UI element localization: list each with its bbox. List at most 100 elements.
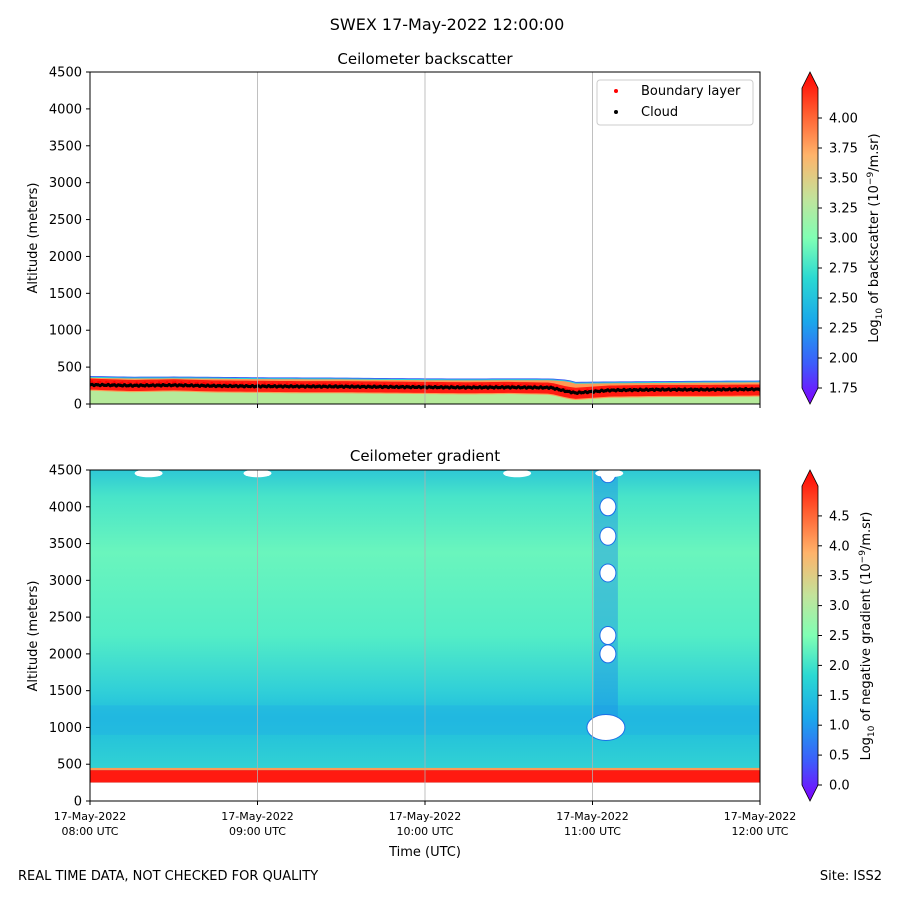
legend: Boundary layer Cloud xyxy=(596,79,754,126)
boundary-layer-point xyxy=(316,382,319,386)
boundary-layer-point xyxy=(346,383,350,386)
boundary-layer-point xyxy=(375,383,378,386)
boundary-layer-point xyxy=(293,382,297,386)
gradient-title: Ceilometer gradient xyxy=(350,447,500,465)
boundary-layer-point xyxy=(180,381,183,384)
gradient-ytick-label: 3500 xyxy=(49,537,82,552)
boundary-layer-point xyxy=(338,382,341,386)
backscatter-x-axis xyxy=(89,404,761,408)
boundary-layer-point xyxy=(511,383,514,386)
boundary-layer-point xyxy=(121,381,124,384)
backscatter-colorbar-bar xyxy=(801,71,819,405)
legend-box xyxy=(596,79,754,126)
boundary-layer-point xyxy=(285,382,289,385)
legend-label-boundary-layer: Boundary layer xyxy=(641,84,741,99)
gradient-no-data-blob xyxy=(599,626,617,645)
gradient-ytick-label: 1500 xyxy=(49,684,82,699)
gradient-ytick-label: 0 xyxy=(74,795,82,810)
gradient-ytick-label: 2500 xyxy=(49,611,82,626)
gradient-colorbar-bar xyxy=(801,469,819,802)
boundary-layer-point xyxy=(157,381,161,384)
gradient-xtick-time: 08:00 UTC xyxy=(61,825,118,838)
boundary-layer-point xyxy=(608,387,611,390)
backscatter-colorbar-tick-label: 3.75 xyxy=(829,142,858,157)
boundary-layer-point xyxy=(496,383,500,387)
boundary-layer-point xyxy=(96,381,100,384)
backscatter-colorbar-tick-label: 4.00 xyxy=(829,112,858,127)
boundary-layer-point xyxy=(174,381,177,384)
gradient-no-data-blob xyxy=(595,470,624,478)
gradient-colorbar-tick-label: 0.0 xyxy=(829,779,850,794)
gradient-no-data-blob xyxy=(134,470,163,478)
backscatter-panel: Ceilometer backscatter 0 500 1000 1500 2000 2… xyxy=(26,50,885,413)
gradient-xtick-time: 10:00 UTC xyxy=(396,825,453,838)
gradient-colorbar-tick-label: 3.5 xyxy=(829,569,850,584)
boundary-layer-point xyxy=(127,381,130,385)
backscatter-plot-area xyxy=(90,72,760,404)
gradient-panel: Ceilometer gradient 0 500 1000 1500 2000 2500… xyxy=(26,447,877,860)
boundary-layer-point xyxy=(458,383,461,387)
boundary-layer-point xyxy=(204,382,207,385)
gradient-xlabel: Time (UTC) xyxy=(388,845,461,860)
boundary-layer-point xyxy=(98,380,102,384)
footer-disclaimer: REAL TIME DATA, NOT CHECKED FOR QUALITY xyxy=(18,869,319,884)
boundary-layer-point xyxy=(149,381,153,385)
backscatter-colorbar-tick-label: 3.00 xyxy=(829,232,858,247)
legend-marker-boundary-layer xyxy=(614,89,618,93)
gradient-y-axis: 0 500 1000 1500 2000 2500 3000 3500 4000 4500 xyxy=(49,464,90,810)
gradient-xtick-date: 17-May-2022 xyxy=(389,810,461,823)
boundary-layer-point xyxy=(226,382,230,385)
gradient-ytick-label: 3000 xyxy=(49,574,82,589)
boundary-layer-point xyxy=(210,381,214,385)
boundary-layer-point xyxy=(196,381,199,385)
gradient-ytick-label: 4500 xyxy=(49,464,82,479)
boundary-layer-point xyxy=(308,382,311,386)
boundary-layer-point xyxy=(480,383,484,387)
boundary-layer-point xyxy=(352,382,356,386)
boundary-layer-point xyxy=(249,382,252,386)
boundary-layer-point xyxy=(182,381,185,385)
boundary-layer-point xyxy=(165,380,169,384)
gradient-colorbar-tick-label: 0.5 xyxy=(829,749,850,764)
gradient-xtick-date: 17-May-2022 xyxy=(724,810,796,823)
gradient-no-data-blob xyxy=(503,470,532,478)
backscatter-title: Ceilometer backscatter xyxy=(337,50,513,68)
boundary-layer-point xyxy=(360,382,364,386)
boundary-layer-point xyxy=(397,383,400,386)
gradient-ytick-label: 500 xyxy=(57,758,82,773)
boundary-layer-point xyxy=(519,383,522,387)
backscatter-ytick-label: 4000 xyxy=(49,102,82,117)
backscatter-colorbar-tick-label: 2.25 xyxy=(829,322,858,337)
backscatter-ytick-label: 1000 xyxy=(49,324,82,339)
gradient-x-axis: 17-May-2022 08:00 UTC 17-May-2022 09:00 UTC… xyxy=(54,801,796,838)
gradient-no-data-blob xyxy=(599,526,617,546)
boundary-layer-point xyxy=(630,386,634,390)
gradient-ylabel: Altitude (meters) xyxy=(26,581,41,692)
boundary-layer-point xyxy=(105,380,108,384)
backscatter-ytick-label: 3000 xyxy=(49,176,82,191)
boundary-layer-point xyxy=(271,382,274,386)
boundary-layer-point xyxy=(330,382,333,386)
boundary-layer-point xyxy=(90,380,94,383)
gradient-plot-area xyxy=(90,470,760,801)
gradient-colorbar-tick-label: 4.0 xyxy=(829,539,850,554)
boundary-layer-point xyxy=(247,382,250,386)
boundary-layer-point xyxy=(241,382,244,385)
gradient-colorbar-tick-label: 3.0 xyxy=(829,599,850,614)
boundary-layer-point xyxy=(135,381,138,384)
boundary-layer-point xyxy=(383,383,386,386)
backscatter-ytick-label: 2500 xyxy=(49,213,82,228)
gradient-no-data-blob xyxy=(599,644,617,664)
figure-title: SWEX 17-May-2022 12:00:00 xyxy=(330,15,565,34)
gradient-xtick-date: 17-May-2022 xyxy=(54,810,126,823)
boundary-layer-point xyxy=(435,383,439,386)
gradient-xtick-time: 12:00 UTC xyxy=(731,825,788,838)
gradient-xtick-time: 11:00 UTC xyxy=(564,825,621,838)
boundary-layer-point xyxy=(232,382,236,385)
boundary-layer-point xyxy=(502,383,506,386)
backscatter-ytick-label: 3500 xyxy=(49,139,82,154)
boundary-layer-point xyxy=(263,382,266,385)
gradient-no-data-blob xyxy=(599,497,617,517)
backscatter-colorbar-tick-label: 2.75 xyxy=(829,262,858,277)
